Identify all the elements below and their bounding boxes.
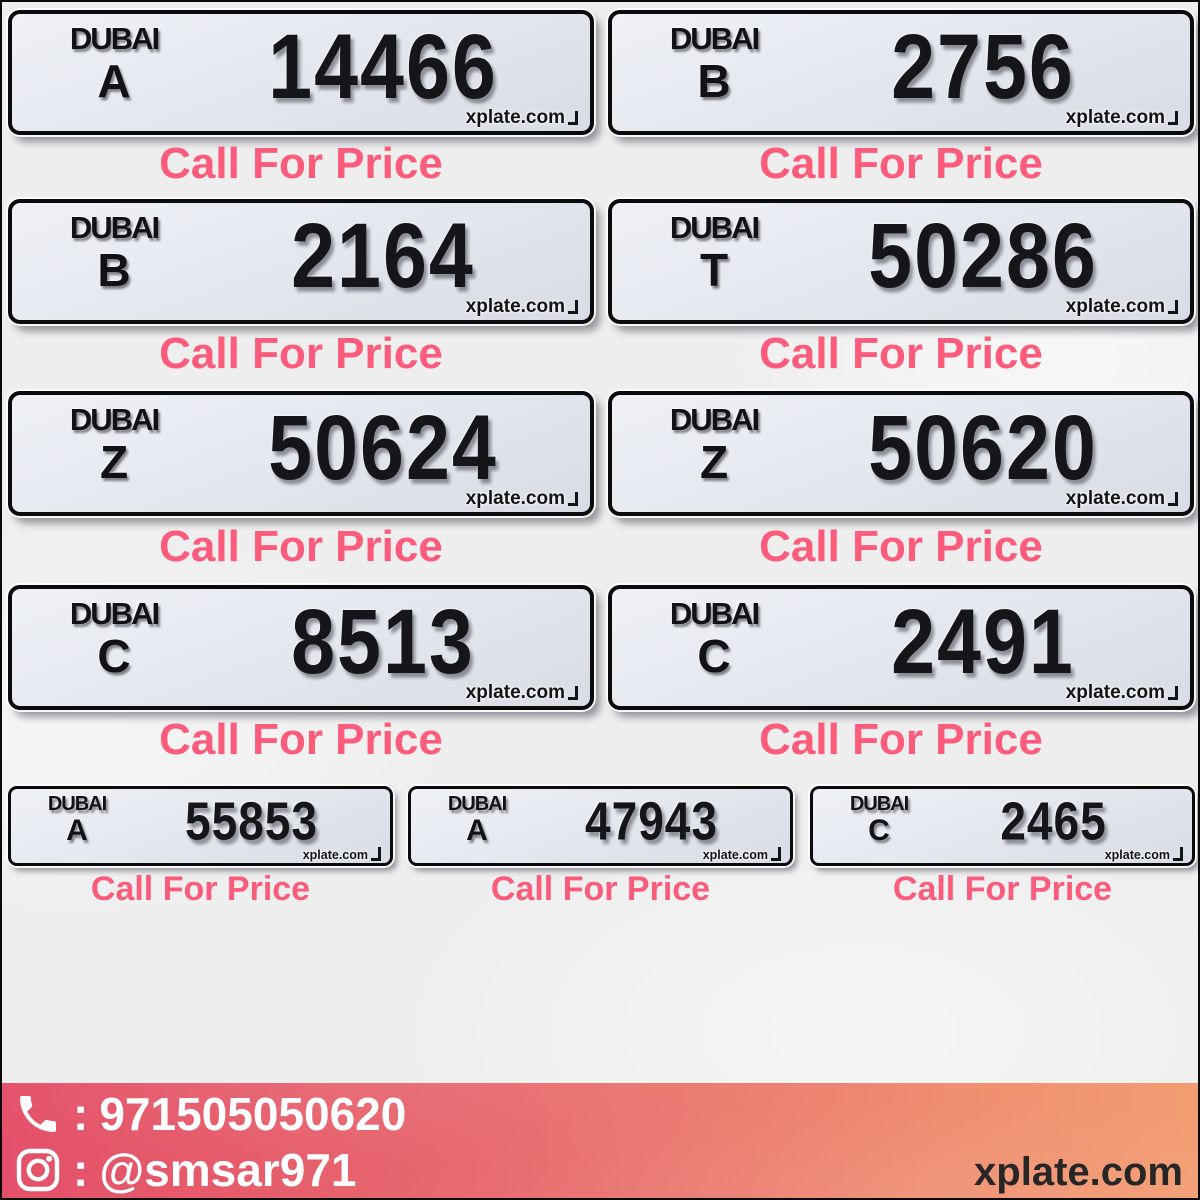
call-for-price-label: Call For Price xyxy=(892,870,1113,908)
plate-number: 50620 xyxy=(868,394,1098,499)
plate-identity: DUBAI B xyxy=(638,23,790,104)
call-for-price-label: Call For Price xyxy=(159,329,443,378)
plate-identity: DUBAI C xyxy=(38,598,190,679)
xplate-watermark: xplate.com xyxy=(466,488,578,510)
license-plate-listing[interactable]: DUBAI A 47943 xplate.com xyxy=(408,786,793,866)
plate-number: 47943 xyxy=(585,790,718,851)
xplate-watermark: xplate.com xyxy=(466,682,578,704)
contact-separator: : xyxy=(73,1088,89,1140)
plate-number: 2491 xyxy=(891,588,1075,693)
instagram-contact[interactable]: : @smsar971 xyxy=(2,1142,1198,1198)
plate-code: A xyxy=(66,814,88,847)
dubai-emirate-logo: DUBAI xyxy=(849,793,909,815)
dubai-emirate-logo: DUBAI xyxy=(669,402,760,437)
dubai-emirate-logo: DUBAI xyxy=(669,21,760,56)
phone-icon xyxy=(20,1096,56,1132)
contact-separator: : xyxy=(73,1144,89,1196)
plate-code: B xyxy=(697,55,731,107)
xplate-watermark: xplate.com xyxy=(1066,296,1178,318)
call-for-price-label: Call For Price xyxy=(159,522,443,571)
xplate-watermark: xplate.com xyxy=(1066,107,1178,129)
license-plate-listing[interactable]: DUBAI C 8513 xplate.com xyxy=(8,585,594,710)
call-for-price-label: Call For Price xyxy=(759,329,1043,378)
plate-code: A xyxy=(466,814,488,847)
plate-number: 50286 xyxy=(868,202,1098,307)
plate-number: 2756 xyxy=(891,13,1075,118)
dubai-emirate-logo: DUBAI xyxy=(47,793,107,815)
plate-identity: DUBAI T xyxy=(638,212,790,293)
plate-identity: DUBAI A xyxy=(25,794,129,846)
xplate-watermark: xplate.com xyxy=(303,845,381,862)
xplate-watermark: xplate.com xyxy=(466,296,578,318)
call-for-price-label: Call For Price xyxy=(159,715,443,764)
dubai-emirate-logo: DUBAI xyxy=(669,596,760,631)
xplate-watermark: xplate.com xyxy=(466,107,578,129)
instagram-icon xyxy=(16,1148,60,1192)
plate-code: Z xyxy=(99,436,129,488)
xplate-watermark: xplate.com xyxy=(1066,682,1178,704)
plate-identity: DUBAI B xyxy=(38,212,190,293)
plate-identity: DUBAI C xyxy=(638,598,790,679)
plate-code: T xyxy=(699,244,729,296)
dubai-emirate-logo: DUBAI xyxy=(447,793,507,815)
plate-number: 2465 xyxy=(1000,790,1107,851)
dubai-emirate-logo: DUBAI xyxy=(69,402,160,437)
license-plate-listing[interactable]: DUBAI A 55853 xplate.com xyxy=(8,786,393,866)
dubai-emirate-logo: DUBAI xyxy=(69,21,160,56)
plate-number: 50624 xyxy=(268,394,498,499)
call-for-price-label: Call For Price xyxy=(159,139,443,188)
plate-code: A xyxy=(97,55,131,107)
plate-code: C xyxy=(697,630,731,682)
license-plate-listing[interactable]: DUBAI T 50286 xplate.com xyxy=(608,199,1194,324)
plate-code: Z xyxy=(699,436,729,488)
plate-code: C xyxy=(97,630,131,682)
contact-footer: : 971505050620 : @smsar971 xplate.com xyxy=(2,1083,1198,1198)
footer-brand[interactable]: xplate.com xyxy=(974,1150,1183,1194)
license-plate-listing[interactable]: DUBAI C 2491 xplate.com xyxy=(608,585,1194,710)
plate-code: B xyxy=(97,244,131,296)
plate-number: 55853 xyxy=(185,790,318,851)
plate-number: 14466 xyxy=(268,13,498,118)
phone-number: 971505050620 xyxy=(99,1088,407,1140)
phone-contact[interactable]: : 971505050620 xyxy=(2,1086,1198,1142)
license-plate-listing[interactable]: DUBAI Z 50620 xplate.com xyxy=(608,391,1194,516)
xplate-watermark: xplate.com xyxy=(1066,488,1178,510)
xplate-watermark: xplate.com xyxy=(703,845,781,862)
dubai-emirate-logo: DUBAI xyxy=(69,210,160,245)
call-for-price-label: Call For Price xyxy=(759,522,1043,571)
license-plate-listing[interactable]: DUBAI Z 50624 xplate.com xyxy=(8,391,594,516)
call-for-price-label: Call For Price xyxy=(759,715,1043,764)
instagram-handle: @smsar971 xyxy=(99,1144,357,1196)
dubai-emirate-logo: DUBAI xyxy=(69,596,160,631)
call-for-price-label: Call For Price xyxy=(759,139,1043,188)
plate-identity: DUBAI Z xyxy=(38,404,190,485)
plate-number: 2164 xyxy=(291,202,475,307)
license-plate-listing[interactable]: DUBAI A 14466 xplate.com xyxy=(8,10,594,135)
xplate-watermark: xplate.com xyxy=(1105,845,1183,862)
plate-identity: DUBAI Z xyxy=(638,404,790,485)
plate-identity: DUBAI A xyxy=(38,23,190,104)
call-for-price-label: Call For Price xyxy=(490,870,711,908)
dubai-emirate-logo: DUBAI xyxy=(669,210,760,245)
plate-code: C xyxy=(868,814,890,847)
license-plate-listing[interactable]: DUBAI B 2164 xplate.com xyxy=(8,199,594,324)
call-for-price-label: Call For Price xyxy=(90,870,311,908)
plate-number: 8513 xyxy=(291,588,475,693)
license-plate-listing[interactable]: DUBAI C 2465 xplate.com xyxy=(810,786,1195,866)
plate-identity: DUBAI A xyxy=(425,794,529,846)
plate-identity: DUBAI C xyxy=(827,794,931,846)
license-plate-listing[interactable]: DUBAI B 2756 xplate.com xyxy=(608,10,1194,135)
